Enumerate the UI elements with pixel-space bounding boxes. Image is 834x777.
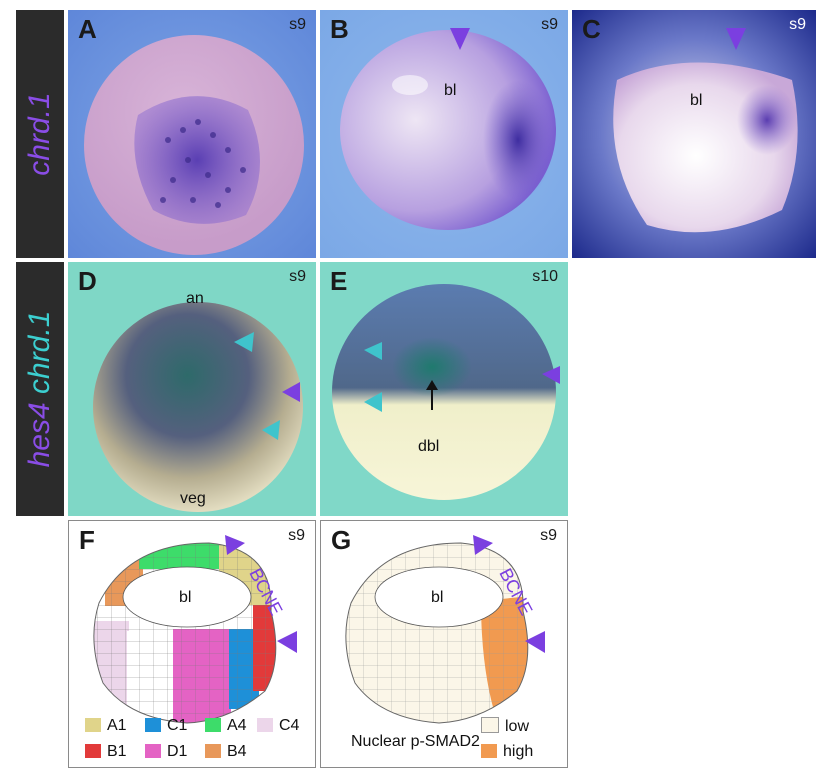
legend-item-c4: C4 — [257, 717, 299, 735]
panel-d: D s9 an veg — [68, 262, 316, 516]
cyan-arrowhead-icon — [234, 332, 254, 352]
panel-a-image — [68, 10, 316, 258]
legend-item-low: low — [481, 717, 529, 736]
stage-label: s10 — [532, 268, 558, 285]
stage-label: s9 — [540, 527, 557, 544]
purple-arrowhead-icon — [277, 631, 297, 653]
cyan-arrowhead-icon — [262, 420, 280, 440]
stage-label: s9 — [541, 16, 558, 33]
row-label-chrd1: chrd.1 — [23, 92, 56, 176]
panel-f: F s9 bl BCNE A1 C1 A4 C4 B1 D1 B4 — [68, 520, 316, 768]
blastocoel-label: bl — [690, 92, 703, 109]
vegetal-pole-label: veg — [180, 490, 206, 507]
stage-label: s9 — [789, 16, 806, 33]
panel-letter: G — [331, 525, 352, 555]
blastocoel-label: bl — [431, 589, 444, 606]
purple-arrowhead-icon — [525, 631, 545, 653]
panel-letter: A — [78, 14, 97, 44]
black-arrow-icon — [426, 380, 438, 390]
blastocoel-label: bl — [179, 589, 192, 606]
panel-g: G s9 bl BCNE Nuclear p-SMAD2 low high — [320, 520, 568, 768]
blastocoel-label: bl — [444, 82, 457, 99]
legend-item-high: high — [481, 743, 533, 761]
panel-b: B s9 bl — [320, 10, 568, 258]
legend-item-b1: B1 — [85, 743, 127, 761]
purple-arrowhead-icon — [726, 28, 746, 50]
panel-letter: D — [78, 266, 97, 296]
purple-arrowhead-icon — [542, 366, 560, 384]
panel-g-diagram — [345, 535, 545, 724]
purple-arrowhead-icon — [450, 28, 470, 50]
cyan-arrowhead-icon — [364, 342, 382, 360]
purple-arrowhead-icon — [282, 382, 300, 402]
panel-e-image — [320, 262, 568, 516]
panel-letter: C — [582, 14, 601, 44]
panel-a: A s9 — [68, 10, 316, 258]
row-label-bar-top: chrd.1 — [16, 10, 64, 258]
panel-letter: B — [330, 14, 349, 44]
panel-letter: E — [330, 266, 348, 296]
legend-item-d1: D1 — [145, 743, 187, 761]
legend-title: Nuclear p-SMAD2 — [351, 733, 480, 750]
purple-arrowhead-icon — [473, 535, 493, 555]
stage-label: s9 — [289, 268, 306, 285]
legend-item-b4: B4 — [205, 743, 247, 761]
legend-item-a1: A1 — [85, 717, 127, 735]
panel-f-diagram — [93, 535, 297, 724]
panel-c-image — [572, 10, 816, 258]
row-label-bar-middle: hes4 chrd.1 — [16, 262, 64, 516]
panel-d-image — [68, 262, 316, 516]
stage-label: s9 — [289, 16, 306, 33]
panel-e: E s10 dbl — [320, 262, 568, 516]
panel-c: C s9 bl — [572, 10, 816, 258]
animal-pole-label: an — [186, 290, 204, 307]
legend-item-a4: A4 — [205, 717, 247, 735]
panel-b-image — [320, 10, 568, 258]
dorsal-blastopore-lip-label: dbl — [418, 438, 440, 455]
legend-item-c1: C1 — [145, 717, 187, 735]
stage-label: s9 — [288, 527, 305, 544]
purple-arrowhead-icon — [225, 535, 245, 555]
panel-letter: F — [79, 525, 95, 555]
row-label-hes4-chrd1: hes4 chrd.1 — [23, 310, 56, 468]
cyan-arrowhead-icon — [364, 392, 382, 412]
